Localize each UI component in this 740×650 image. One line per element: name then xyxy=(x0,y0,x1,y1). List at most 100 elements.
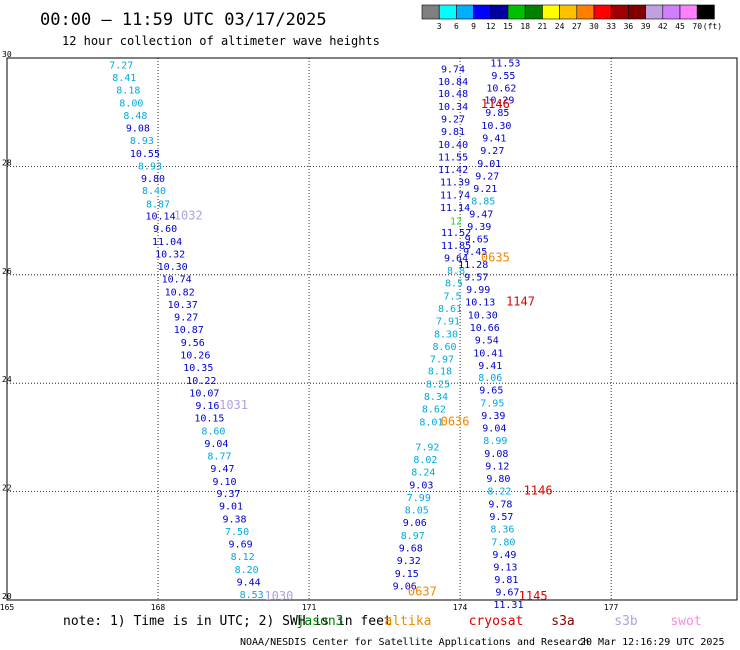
wave-height-label: 10.62 xyxy=(486,83,516,94)
colorbar-swatch xyxy=(576,4,595,20)
wave-height-label: 9.74 xyxy=(441,64,465,75)
colorbar-swatch xyxy=(507,4,526,20)
wave-height-label: 7.80 xyxy=(491,537,515,548)
wave-height-label: 8.40 xyxy=(142,186,166,197)
y-tick-label: 22 xyxy=(2,484,12,493)
colorbar-swatch xyxy=(662,4,681,20)
colorbar-swatch xyxy=(542,4,560,20)
colorbar-label: 45 xyxy=(675,22,685,31)
y-tick-label: 30 xyxy=(2,50,12,59)
colorbar-label: 27 xyxy=(572,22,582,31)
wave-height-label: 9.15 xyxy=(395,569,419,580)
wave-height-label: 11.53 xyxy=(490,58,520,69)
wave-height-label: 11.39 xyxy=(440,178,470,189)
wave-height-label: 10.84 xyxy=(438,77,468,88)
colorbar-label: 70 xyxy=(692,22,702,31)
colorbar-swatch xyxy=(456,4,474,20)
wave-height-label: 7.99 xyxy=(407,493,431,504)
wave-height-label: 9.81 xyxy=(494,575,518,586)
wave-height-label: 9.01 xyxy=(219,502,243,513)
wave-height-label: 7.5 xyxy=(444,291,462,302)
wave-height-label: 8.53 xyxy=(240,590,264,601)
wave-height-label: 10.87 xyxy=(174,325,204,336)
wave-height-label: 9.08 xyxy=(484,449,508,460)
wave-height-label: 9.54 xyxy=(475,335,499,346)
wave-height-label: 8.93 xyxy=(138,161,162,172)
colorbar-label: 42 xyxy=(658,22,668,31)
wave-height-label: 9.13 xyxy=(493,562,517,573)
wave-height-label: 10.34 xyxy=(438,102,468,113)
wave-height-label: 9.04 xyxy=(204,439,228,450)
wave-height-label: 9.55 xyxy=(491,71,515,82)
colorbar-swatch xyxy=(438,4,457,20)
wave-height-label: 9.08 xyxy=(126,123,150,134)
wave-height-label: 9.06 xyxy=(403,518,427,529)
colorbar-label: 33 xyxy=(606,22,616,31)
wave-height-label: 11.28 xyxy=(458,260,488,271)
wave-height-label: 9.47 xyxy=(210,464,234,475)
wave-height-label: 8.05 xyxy=(405,505,429,516)
plot-frame xyxy=(6,57,738,601)
wave-height-label: 9.64 xyxy=(444,253,468,264)
colorbar-swatch xyxy=(628,4,646,20)
wave-height-label: 9.80 xyxy=(486,474,510,485)
wave-height-label: 9.99 xyxy=(466,285,490,296)
wave-height-label: 9.57 xyxy=(464,272,488,283)
wave-height-label: 8.85 xyxy=(471,197,495,208)
wave-height-label: 9.60 xyxy=(153,224,177,235)
wave-height-label: 8.8 xyxy=(447,266,465,277)
footer-credit: NOAA/NESDIS Center for Satellite Applica… xyxy=(240,637,589,648)
wave-height-label: 9.65 xyxy=(465,234,489,245)
wave-height-label: 10.66 xyxy=(470,323,500,334)
wave-height-label: 8.24 xyxy=(411,468,435,479)
x-tick-label: 168 xyxy=(151,603,166,612)
satellite-legend-item: s3b xyxy=(614,614,638,629)
colorbar-legend: 3 6 9 12 15 18 21 24 27 30 33 36 39 42 45 70 (ft) xyxy=(421,4,722,31)
wave-height-label: 10.22 xyxy=(186,376,216,387)
wave-height-label: 9.10 xyxy=(212,477,236,488)
wave-height-label: 8.87 xyxy=(146,199,170,210)
satellite-legend-item: jason3 xyxy=(297,614,344,629)
wave-height-label: 7.50 xyxy=(225,527,249,538)
wave-height-label: 8.61 xyxy=(438,304,462,315)
wave-height-label: 8.60 xyxy=(201,426,225,437)
wave-height-label: 11.14 xyxy=(440,203,470,214)
pass-time-label: 1030 xyxy=(264,589,293,603)
colorbar-swatch xyxy=(473,4,492,20)
wave-height-label: 10.40 xyxy=(438,140,468,151)
wave-height-label: 9.49 xyxy=(492,550,516,561)
wave-height-label: 10.15 xyxy=(194,413,224,424)
wave-height-label: 9.78 xyxy=(488,500,512,511)
x-tick-label: 165 xyxy=(0,603,14,612)
wave-height-label: 11.55 xyxy=(438,153,468,164)
wave-height-label: 9.85 xyxy=(485,108,509,119)
colorbar-unit: (ft) xyxy=(703,22,722,31)
wave-height-label: 10.41 xyxy=(473,348,503,359)
y-tick-label: 26 xyxy=(2,267,12,276)
wave-height-label: 8.18 xyxy=(428,367,452,378)
wave-height-label: 9.68 xyxy=(399,543,423,554)
wave-height-label: 9.37 xyxy=(216,489,240,500)
y-tick-label: 24 xyxy=(2,375,12,384)
wave-height-label: 7.91 xyxy=(436,316,460,327)
wave-height-label: 8.34 xyxy=(424,392,448,403)
plot-area: 165 168 171 174 1772022242628307.278.418.188… xyxy=(0,50,738,612)
footer: note: 1) Time is in UTC; 2) SWH is in fe… xyxy=(63,614,725,648)
wave-height-label: 9.21 xyxy=(473,184,497,195)
wave-height-label: 9.04 xyxy=(482,424,506,435)
wave-height-label: 9.03 xyxy=(409,481,433,492)
satellite-legend-item: s3a xyxy=(551,614,574,629)
colorbar-label: 39 xyxy=(641,22,651,31)
wave-height-label: 9.38 xyxy=(223,515,247,526)
wave-height-label: 9.27 xyxy=(480,146,504,157)
wave-height-label: 8.60 xyxy=(432,342,456,353)
wave-height-label: 7.97 xyxy=(430,354,454,365)
colorbar-label: 30 xyxy=(589,22,599,31)
colorbar-label: 18 xyxy=(520,22,530,31)
wave-height-label: 10.37 xyxy=(168,300,198,311)
wave-height-label: 8.99 xyxy=(483,436,507,447)
wave-height-label: 9.57 xyxy=(489,512,513,523)
chart-title: 00:00 – 11:59 UTC 03/17/2025 xyxy=(40,10,327,30)
wave-height-label: 10.35 xyxy=(183,363,213,374)
